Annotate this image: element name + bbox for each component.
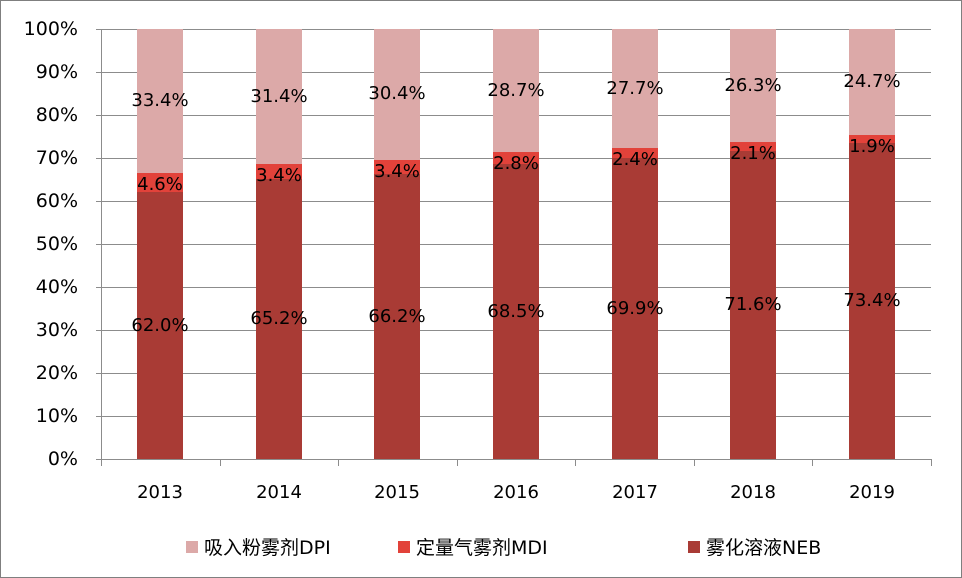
bar-segment — [374, 174, 420, 459]
bar-segment — [374, 159, 420, 175]
bar-segment — [849, 143, 895, 459]
data-label: 4.6% — [137, 173, 183, 195]
bar-segment — [137, 29, 183, 173]
x-tick-label: 2017 — [612, 482, 658, 503]
legend-label-mdi: 定量气雾剂MDI — [416, 537, 548, 559]
bar-segment — [730, 151, 776, 459]
y-tick-label: 40% — [35, 276, 78, 298]
data-label: 2.1% — [730, 143, 776, 165]
data-label: 68.5% — [487, 300, 545, 322]
legend-swatch-mdi — [398, 540, 410, 553]
y-tick — [96, 29, 101, 30]
legend-item-neb: 雾化溶液NEB — [688, 533, 821, 560]
data-label: 2.8% — [493, 153, 539, 175]
y-tick-label: 80% — [35, 104, 78, 126]
x-tick — [220, 459, 221, 466]
y-tick — [96, 158, 101, 159]
legend-label-dpi: 吸入粉雾剂DPI — [204, 537, 331, 559]
y-tick — [96, 373, 101, 374]
bar-segment — [612, 158, 658, 459]
data-label: 2.4% — [612, 149, 658, 171]
y-tick — [96, 416, 101, 417]
data-label: 27.7% — [606, 77, 664, 99]
y-tick-label: 90% — [35, 61, 78, 83]
bar-segment — [730, 142, 776, 152]
bar-segment — [849, 29, 895, 136]
x-tick-label: 2019 — [849, 482, 895, 503]
x-tick — [931, 459, 932, 466]
stacked-bar-2018: 71.6% 2.1% 26.3% — [724, 29, 782, 459]
x-tick-label: 2016 — [493, 482, 539, 503]
y-tick-label: 50% — [35, 233, 78, 255]
data-label: 26.3% — [724, 74, 782, 96]
data-label: 3.4% — [256, 165, 302, 187]
data-label: 62.0% — [131, 314, 189, 336]
x-tick — [812, 459, 813, 466]
bar-segment — [612, 29, 658, 149]
stacked-bar-2017: 69.9% 2.4% 27.7% — [606, 29, 664, 459]
x-axis — [96, 459, 931, 460]
data-label: 66.2% — [368, 305, 426, 327]
x-tick — [575, 459, 576, 466]
bar-segment — [493, 164, 539, 459]
stacked-bar-2016: 68.5% 2.8% 28.7% — [487, 29, 545, 459]
y-tick-label: 10% — [35, 405, 78, 427]
bar-segment — [849, 135, 895, 144]
legend-label-neb: 雾化溶液NEB — [706, 537, 822, 559]
stacked-bar-2014: 65.2% 3.4% 31.4% — [250, 29, 308, 459]
y-tick-label: 0% — [47, 448, 78, 470]
y-tick — [96, 287, 101, 288]
y-tick-label: 100% — [23, 18, 78, 40]
x-tick-label: 2018 — [730, 482, 776, 503]
y-tick-label: 60% — [35, 190, 78, 212]
data-label: 28.7% — [487, 79, 545, 101]
y-tick — [96, 244, 101, 245]
y-tick — [96, 72, 101, 73]
bar-segment — [256, 178, 302, 459]
data-label: 69.9% — [606, 297, 664, 319]
bar-segment — [730, 29, 776, 143]
x-tick-label: 2014 — [256, 482, 302, 503]
y-tick-label: 30% — [35, 319, 78, 341]
data-label: 31.4% — [250, 85, 308, 107]
bar-segment — [612, 148, 658, 159]
stacked-bar-2015: 66.2% 3.4% 30.4% — [368, 29, 426, 459]
y-tick — [96, 115, 101, 116]
bar-segment — [374, 29, 420, 160]
x-tick — [338, 459, 339, 466]
legend: 吸入粉雾剂DPI 定量气雾剂MDI 雾化溶液NEB — [0, 533, 962, 559]
y-tick — [96, 201, 101, 202]
x-tick-label: 2013 — [137, 482, 183, 503]
y-tick-label: 70% — [35, 147, 78, 169]
data-label: 30.4% — [368, 83, 426, 105]
y-axis — [101, 29, 102, 465]
data-label: 1.9% — [849, 136, 895, 158]
stacked-bar-2019: 73.4% 1.9% 24.7% — [843, 29, 901, 459]
bar-segment — [137, 192, 183, 459]
bar-segment — [256, 164, 302, 179]
stacked-bar-2013: 62.0% 4.6% 33.4% — [131, 29, 189, 459]
data-label: 65.2% — [250, 307, 308, 329]
legend-item-mdi: 定量气雾剂MDI — [398, 533, 548, 560]
x-tick — [457, 459, 458, 466]
data-label: 24.7% — [843, 71, 901, 93]
x-tick-label: 2015 — [374, 482, 420, 503]
data-label: 3.4% — [374, 160, 420, 182]
bar-segment — [137, 172, 183, 193]
legend-swatch-dpi — [186, 540, 198, 553]
data-label: 73.4% — [843, 290, 901, 312]
data-label: 71.6% — [724, 294, 782, 316]
bar-segment — [493, 29, 539, 153]
legend-swatch-neb — [688, 540, 700, 553]
y-tick-label: 20% — [35, 362, 78, 384]
y-tick — [96, 330, 101, 331]
bar-segment — [256, 29, 302, 165]
x-tick — [694, 459, 695, 466]
bar-segment — [493, 152, 539, 165]
data-label: 33.4% — [131, 89, 189, 111]
legend-item-dpi: 吸入粉雾剂DPI — [186, 533, 331, 560]
